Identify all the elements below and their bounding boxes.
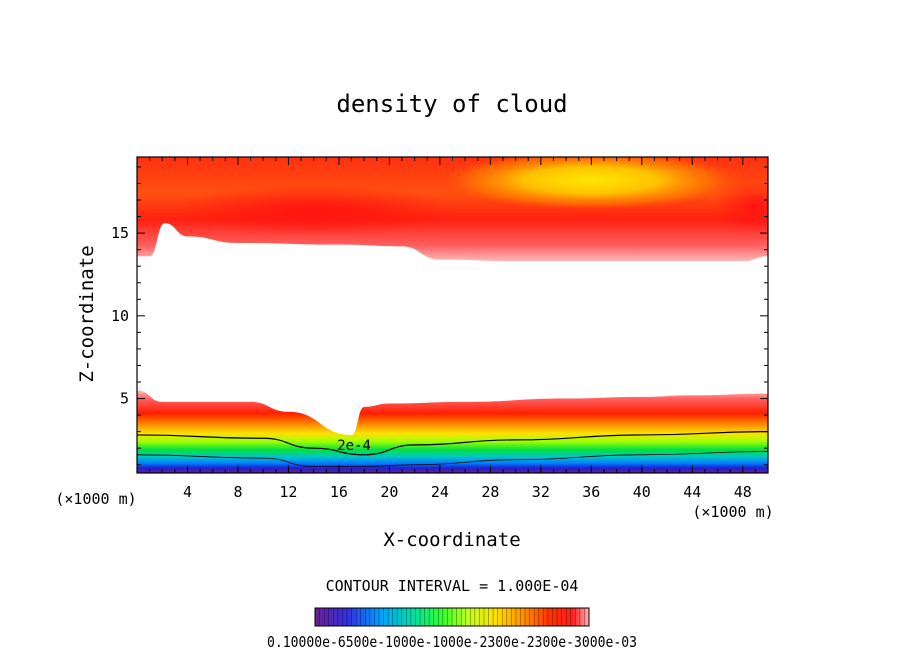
x-tick-label: 8 [233,483,242,501]
x-tick-label: 12 [279,483,297,501]
x-unit-left: (×1000 m) [55,490,136,508]
contour-line [137,431,768,456]
y-axis-label: Z-coordinate [76,245,98,382]
contour-label: 2e-4 [337,438,371,454]
chart-title: density of cloud [336,90,567,118]
x-tick-label: 32 [532,483,550,501]
x-tick-label: 24 [431,483,449,501]
x-tick-label: 48 [734,483,752,501]
upper-band-deep-left [173,183,454,236]
colorbar [314,607,590,627]
y-tick-label: 15 [111,224,129,242]
colorbar-tick-labels: 0.10000e-6500e-1000e-1000e-2300e-2300e-3… [267,633,637,651]
y-tick-label: 5 [120,390,129,408]
x-tick-label: 40 [633,483,651,501]
x-tick-label: 36 [582,483,600,501]
x-tick-label: 16 [330,483,348,501]
lower-cloud-band [137,390,768,473]
x-unit-right: (×1000 m) [692,503,773,521]
plot-area: 2e-4 [137,157,768,473]
upper-band-core [439,157,743,211]
x-tick-label: 20 [380,483,398,501]
upper-band-deep-right [715,180,768,233]
x-tick-label: 44 [683,483,701,501]
y-tick-label: 10 [111,307,129,325]
x-axis-label: X-coordinate [383,529,520,551]
contour-interval-text: CONTOUR INTERVAL = 1.000E-04 [326,577,579,595]
colorbar-frame [314,607,590,627]
contour-line-lower [137,451,768,467]
x-tick-label: 28 [481,483,499,501]
x-tick-label: 4 [183,483,192,501]
